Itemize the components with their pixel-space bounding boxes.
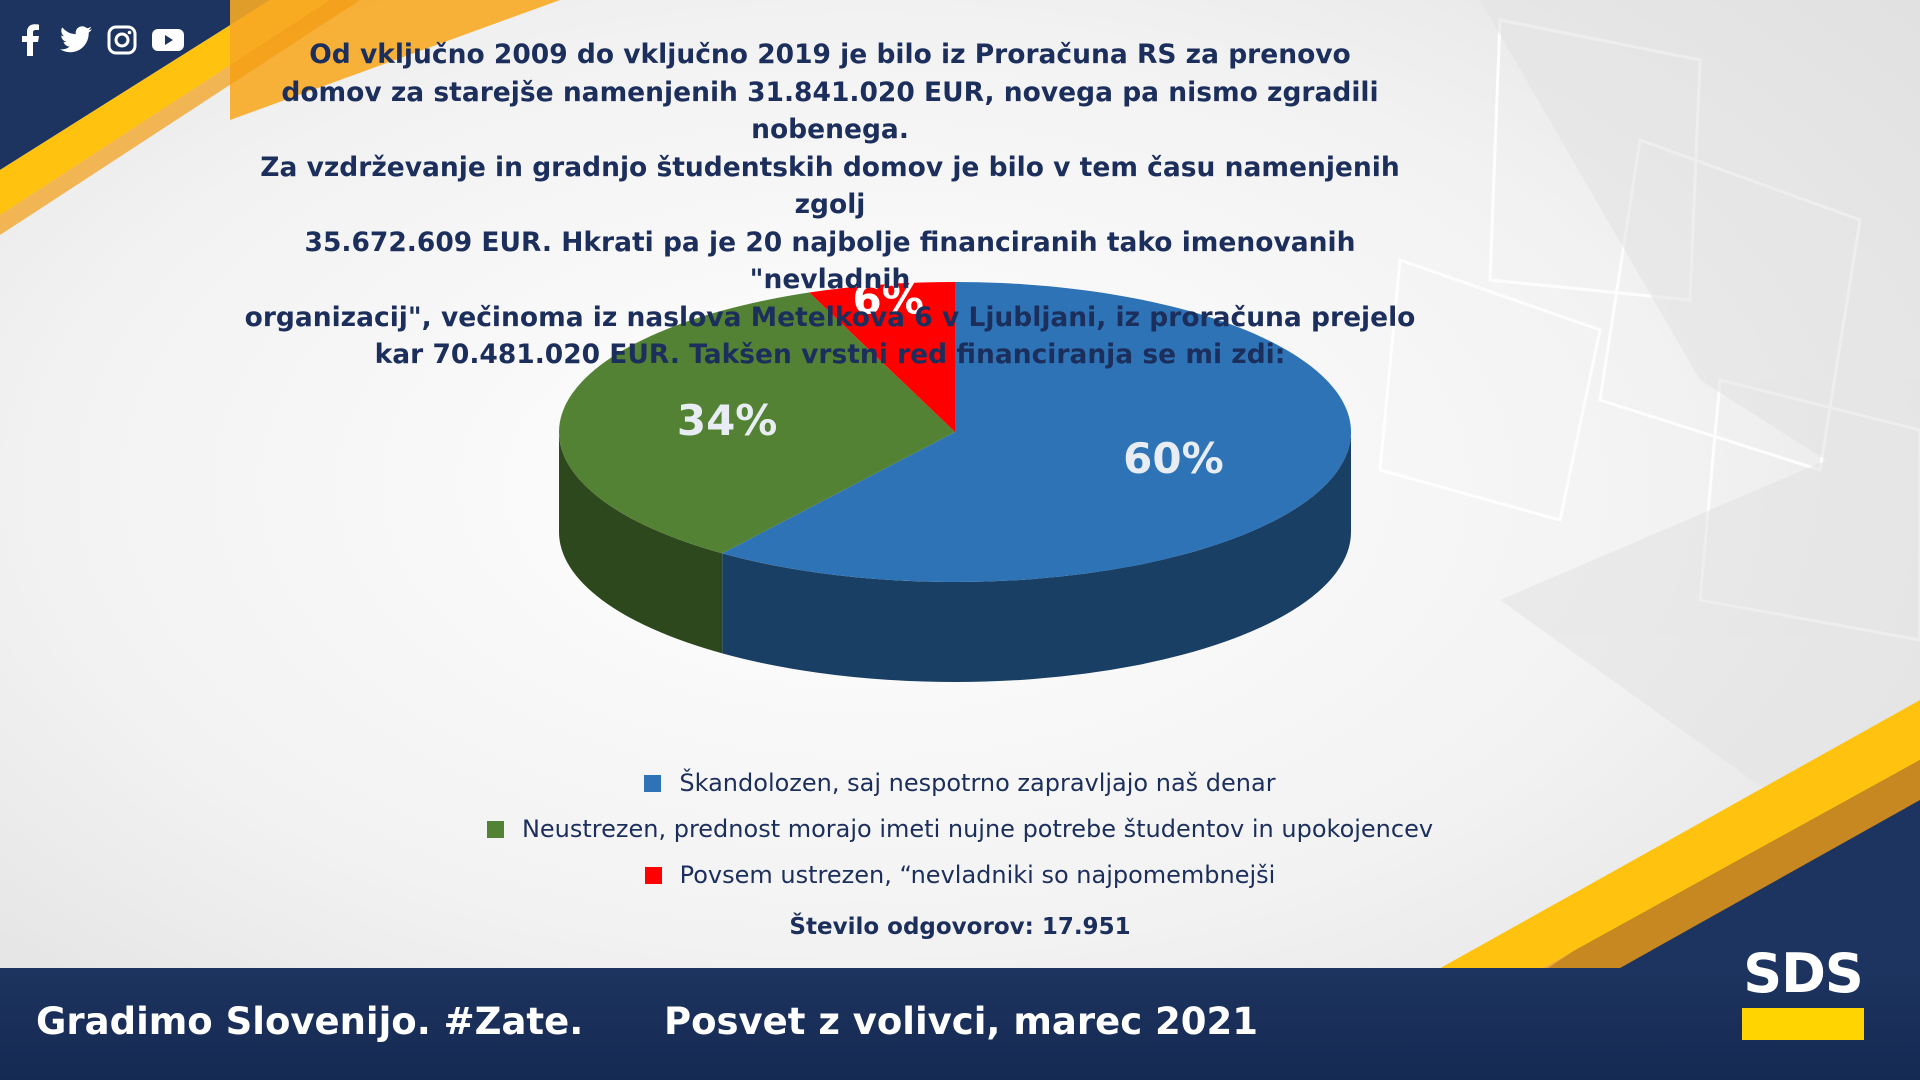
- pie-label-2: 6%: [853, 274, 924, 323]
- sds-logo: SDS: [1742, 944, 1864, 1040]
- headline-line: kar 70.481.020 EUR. Takšen vrstni red fi…: [374, 339, 1286, 370]
- pie-label-1: 34%: [677, 396, 778, 445]
- social-links: [14, 24, 184, 56]
- pie-side-1: [559, 432, 723, 654]
- pie-slice-0: [722, 282, 1351, 582]
- footer-event: Posvet z volivci, marec 2021: [664, 1000, 1258, 1043]
- headline-line: Od vključno 2009 do vključno 2019 je bil…: [309, 39, 1351, 70]
- legend-swatch: [486, 820, 504, 838]
- headline-line: organizacij", večinoma iz naslova Metelk…: [244, 301, 1416, 333]
- twitter-icon[interactable]: [60, 24, 92, 56]
- facebook-icon[interactable]: [14, 24, 46, 56]
- legend-label: Povsem ustrezen, “nevladniki so najpomem…: [679, 861, 1276, 889]
- response-count: Število odgovorov: 17.951: [789, 914, 1131, 940]
- legend-label: Neustrezen, prednost morajo imeti nujne …: [521, 815, 1434, 843]
- youtube-icon[interactable]: [152, 24, 184, 56]
- headline-line: domov za starejše namenjenih 31.841.020 …: [281, 76, 1379, 146]
- instagram-icon[interactable]: [106, 24, 138, 56]
- legend-swatch: [644, 774, 662, 792]
- legend-item: Neustrezen, prednost morajo imeti nujne …: [486, 810, 1434, 848]
- legend-label: Škandolozen, saj nespotrno zapravljajo n…: [679, 769, 1276, 797]
- chart-legend: Škandolozen, saj nespotrno zapravljajo n…: [0, 764, 1920, 940]
- headline-line: 35.672.609 EUR. Hkrati pa je 20 najbolje…: [304, 226, 1356, 296]
- pie-side-0: [722, 432, 1351, 682]
- pie-label-0: 60%: [1123, 434, 1224, 483]
- pie-slice-2: [809, 282, 955, 432]
- headline-line: Za vzdrževanje in gradnjo študentskih do…: [260, 151, 1400, 221]
- footer-slogan: Gradimo Slovenijo. #Zate.: [36, 1000, 584, 1043]
- logo-bar: [1742, 1008, 1864, 1040]
- footer-bar: [0, 968, 1920, 1080]
- pie-slice-1: [558, 292, 955, 554]
- legend-item: Škandolozen, saj nespotrno zapravljajo n…: [644, 764, 1276, 802]
- legend-swatch: [644, 866, 662, 884]
- logo-text: SDS: [1743, 942, 1864, 1005]
- legend-item: Povsem ustrezen, “nevladniki so najpomem…: [644, 856, 1276, 894]
- headline: Od vključno 2009 do vključno 2019 je bil…: [230, 36, 1430, 374]
